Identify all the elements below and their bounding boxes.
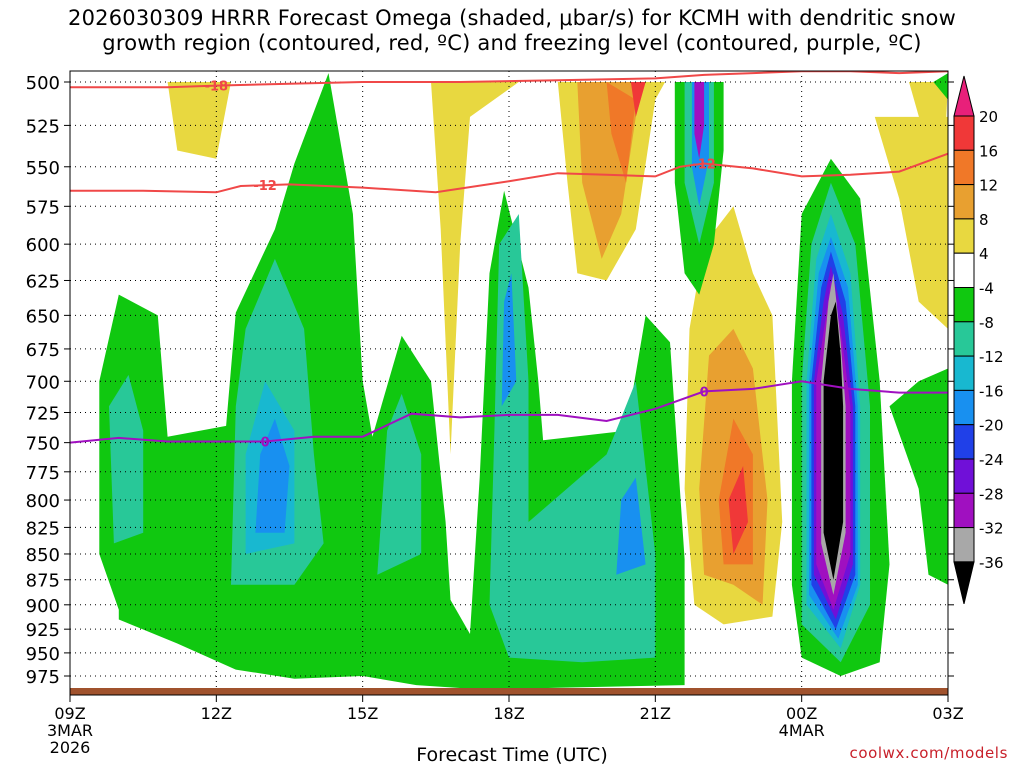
omega-shaded-fields [99,73,948,690]
y-tick-label: 575 [26,197,60,218]
colorbar-swatch [953,184,975,220]
surface-bar [70,688,948,695]
colorbar-label: 16 [979,142,998,160]
colorbar-label: 4 [979,245,989,263]
field-top_col_purple [694,82,705,159]
y-tick-label: 800 [26,491,60,512]
colorbar-swatch [953,321,975,357]
field-upward_blue_b [255,418,290,533]
colorbar-label: -24 [979,451,1004,469]
field-downward_orange_top2 [606,82,636,183]
x-tick-label: 21Z [640,704,671,723]
colorbar-swatch [953,458,975,494]
y-tick-label: 700 [26,372,60,393]
y-tick-label: 775 [26,463,60,484]
y-axis-ticks: 500 525 550 575 600 625 650 675 700 725 750 775 800 8… [26,73,954,688]
colorbar-label: -4 [979,280,994,298]
contour-label: -18 [205,80,229,95]
contour-label: -12 [253,179,277,194]
x-tick-date: 4MAR [779,721,825,740]
y-tick-label: 725 [26,403,60,424]
colorbar-swatch [953,149,975,186]
y-tick-label: 975 [26,667,60,688]
colorbar-label: -32 [979,520,1004,538]
colorbar-label: 12 [979,177,998,195]
temperature-contours: -18 -12 -12 0 0 [70,71,948,450]
x-tick-label: 18Z [493,704,524,723]
contour-label: 0 [261,435,270,450]
y-tick-label: 650 [26,306,60,327]
field-downward_red [728,466,748,554]
x-tick-label: 00Z [786,704,817,723]
colorbar-arrow-top [953,75,975,117]
field-upward_teal_c [377,393,422,575]
colorbar-swatch [953,492,975,529]
field-right_green [889,368,948,585]
y-tick-label: 825 [26,518,60,539]
field-upward_blue_e [616,477,646,575]
chart-title: 2026030309 HRRR Forecast Omega (shaded, … [0,6,1024,56]
y-tick-label: 500 [26,73,60,94]
field-downward_red_top [630,82,646,117]
y-tick-label: 525 [26,116,60,137]
y-tick-label: 550 [26,158,60,179]
y-tick-label: 875 [26,571,60,592]
colorbar-swatch [953,218,975,254]
field-deep_col_black [823,301,844,580]
contour-label: 0 [700,385,709,400]
y-tick-label: 625 [26,271,60,292]
field-down_yellow_a [167,82,231,159]
colorbar-swatch [953,527,975,563]
colorbar-label: -12 [979,348,1004,366]
colorbar-swatch [953,424,975,460]
colorbar: 20 16 12 8 4 -4 -8 -12 -16 -20 -24 -28 -32 -36 [953,75,1004,605]
x-tick-year: 2026 [50,738,91,757]
x-tick-date: 3MAR [47,721,93,740]
colorbar-label: 8 [979,211,989,229]
colorbar-label: -28 [979,485,1004,503]
colorbar-swatch [953,252,975,288]
field-right_green2 [933,73,948,100]
chart-title-line1: 2026030309 HRRR Forecast Omega (shaded, … [68,6,956,30]
y-tick-label: 675 [26,340,60,361]
field-upward_teal_d [489,214,656,663]
colorbar-swatch [953,355,975,391]
y-tick-label: 925 [26,620,60,641]
colorbar-label: -20 [979,417,1004,435]
colorbar-swatch [953,287,975,323]
y-tick-label: 900 [26,596,60,617]
colorbar-swatch [953,389,975,426]
x-axis-label: Forecast Time (UTC) [416,744,608,766]
x-tick-label: 03Z [932,704,963,723]
colorbar-label: -8 [979,314,994,332]
field-upward_blue_d [501,273,517,407]
y-tick-label: 600 [26,235,60,256]
colorbar-label: -36 [979,554,1004,572]
chart-title-line2: growth region (contoured, red, ºC) and f… [102,31,922,55]
y-tick-label: 950 [26,644,60,665]
contour-dgz_minus12 [70,152,948,194]
x-tick-label: 09Z [54,704,85,723]
credit-text[interactable]: coolwx.com/models [849,744,1008,762]
colorbar-label: -16 [979,382,1004,400]
y-tick-label: 850 [26,545,60,566]
contour-freezing_0 [70,380,948,444]
field-upward_teal_a [109,374,144,544]
colorbar-swatch [953,115,975,151]
colorbar-arrow-bottom [953,561,975,605]
x-tick-label: 15Z [347,704,378,723]
contour-label: -12 [692,158,716,173]
field-down_yellow_f [874,116,948,329]
field-down_yellow_b [431,82,519,455]
y-tick-label: 750 [26,434,60,455]
x-tick-label: 12Z [201,704,232,723]
colorbar-label: 20 [979,108,998,126]
